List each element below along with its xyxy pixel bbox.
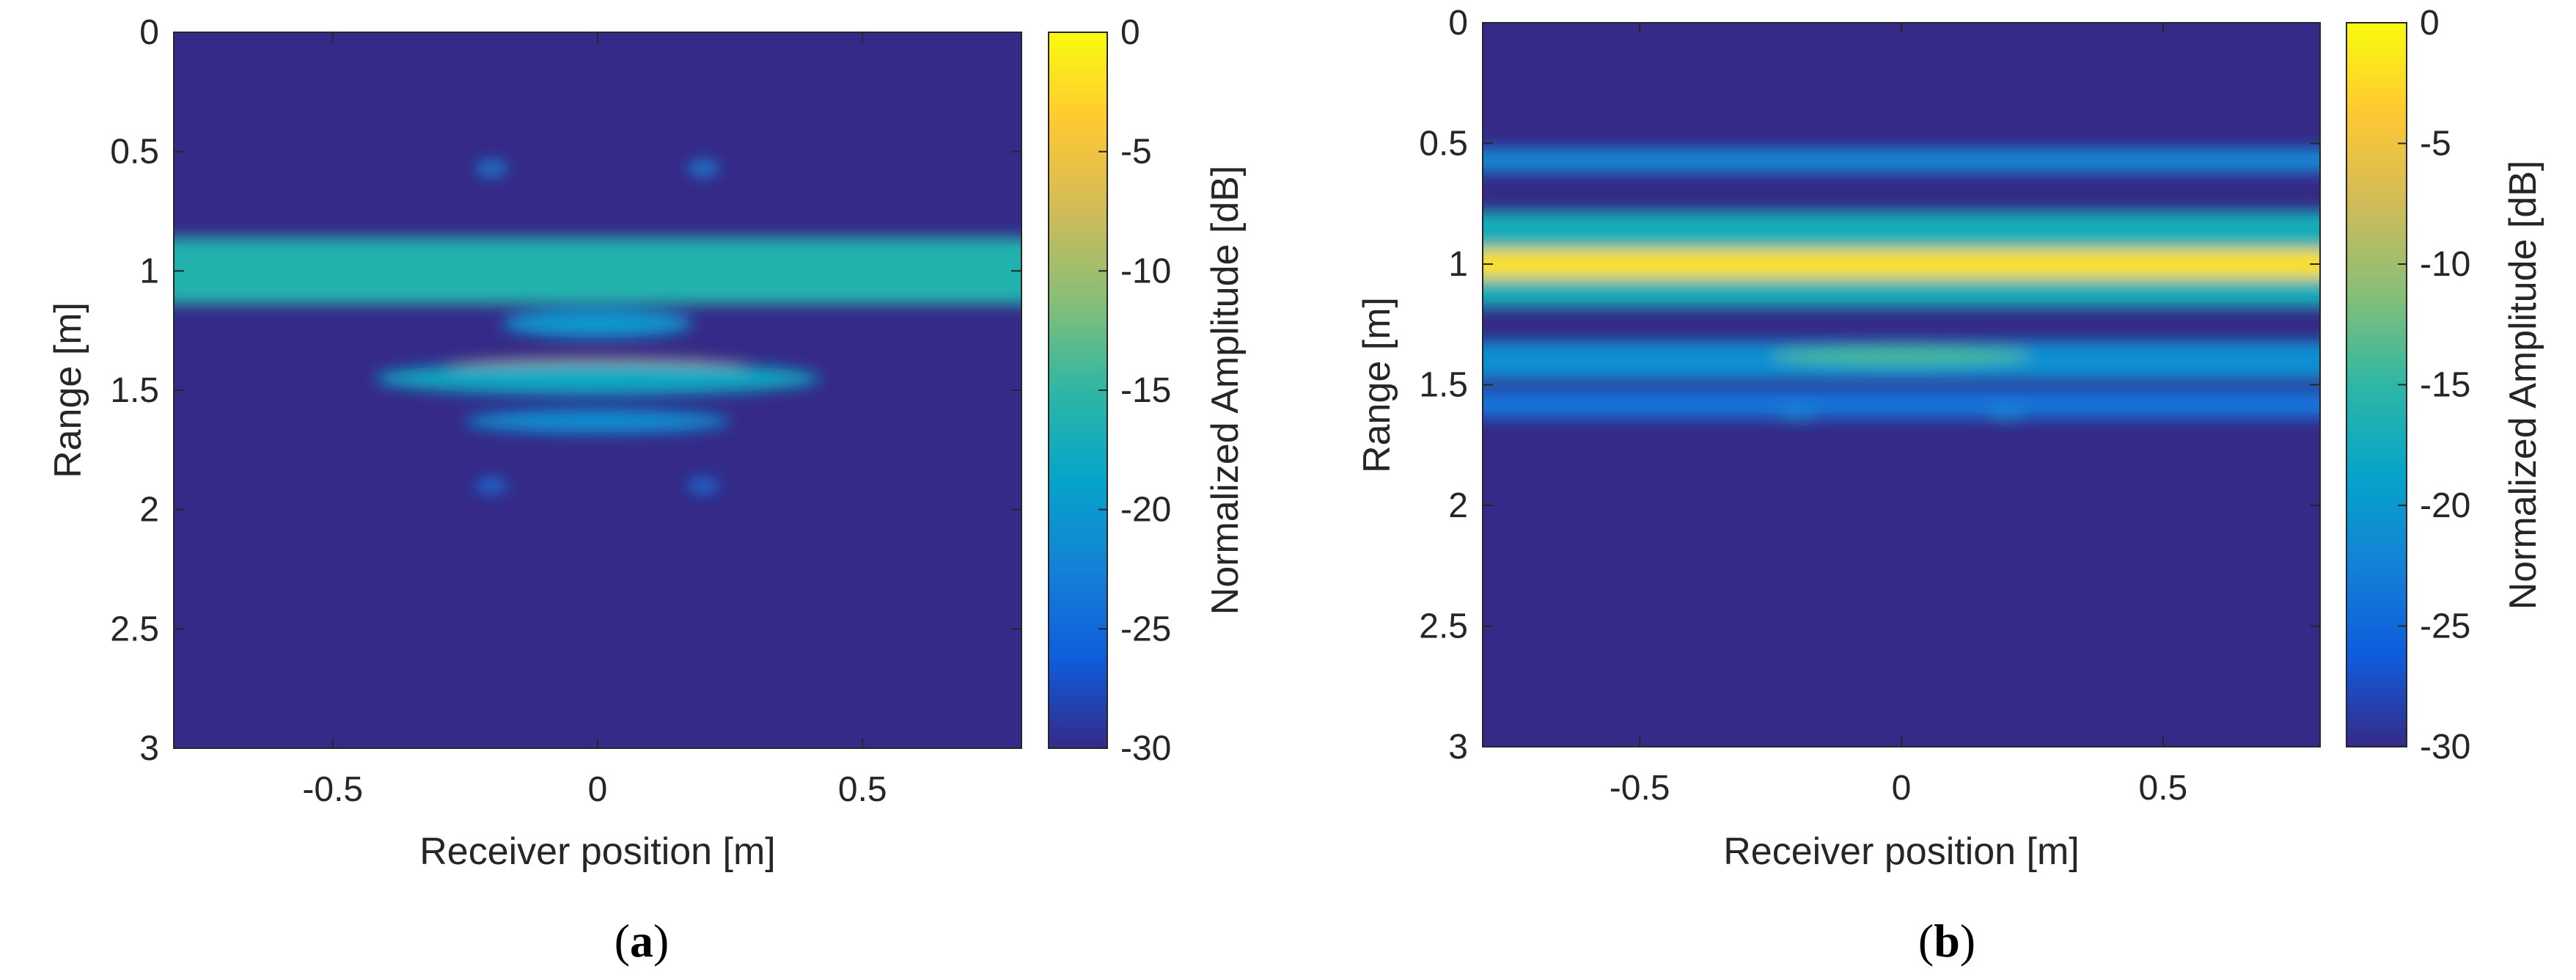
colorbar-tick-label-a-0: 0	[1120, 13, 1140, 52]
y-axis-title-a: Range [m]	[47, 302, 89, 478]
heatmap-blob-b-7	[1985, 406, 2028, 421]
y-tick-label-a-5: 2.5	[110, 610, 159, 648]
x-axis-title-a: Receiver position [m]	[419, 830, 776, 873]
y-tick-label-b-4: 2	[1448, 486, 1468, 525]
colorbar-tick-label-b-1: -5	[2420, 125, 2451, 164]
y-tick-label-a-2: 1	[139, 252, 159, 290]
colorbar-ticks-b: 0 -5 -10 -15 -20 -25 -30	[2398, 4, 2470, 767]
y-tick-label-b-6: 3	[1448, 728, 1468, 767]
colorbar-ticks-a: 0 -5 -10 -15 -20 -25 -30	[1098, 13, 1171, 768]
colorbar-tick-label-b-0: 0	[2420, 4, 2440, 43]
colorbar-tick-label-b-5: -25	[2420, 607, 2470, 646]
x-tick-label-b-1: 0	[1892, 769, 1912, 808]
colorbar-tick-label-a-3: -15	[1120, 371, 1171, 410]
y-ticks-b: 0 0.5 1 1.5 2 2.5 3	[1419, 4, 2320, 767]
heatmap-blob-a-4	[465, 409, 730, 434]
colorbar-tick-label-a-1: -5	[1120, 133, 1152, 172]
colorbar-tick-label-a-5: -25	[1120, 610, 1171, 648]
panel-letter-b: b	[1934, 915, 1960, 967]
colorbar-tick-label-a-2: -10	[1120, 252, 1171, 290]
heatmap-b	[1482, 22, 2321, 747]
x-axis-title-b: Receiver position [m]	[1723, 830, 2080, 873]
colorbar-tick-label-a-4: -20	[1120, 491, 1171, 530]
colorbar-title-a: Normalized Amplitude [dB]	[1204, 166, 1247, 615]
heatmap-blob-a-8	[475, 478, 508, 493]
plot-area-b	[1483, 23, 2320, 747]
panel-b: 0 0.5 1 1.5 2 2.5 3 -0.5 0 0.5 Range [m] Receive…	[1356, 4, 2544, 967]
heatmap-band-a-1	[174, 237, 1021, 304]
x-tick-label-b-2: 0.5	[2139, 769, 2188, 808]
colorbar-tick-label-b-6: -30	[2420, 728, 2470, 767]
y-tick-label-b-3: 1.5	[1419, 366, 1468, 405]
y-tick-label-b-5: 2.5	[1419, 607, 1468, 646]
heatmap-blob-a-9	[687, 478, 720, 493]
y-tick-label-a-1: 0.5	[110, 133, 159, 172]
panel-a: 0 0.5 1 1.5 2 2.5 3 -0.5 0 0.5 Range [m] Receive…	[47, 13, 1247, 967]
y-tick-label-b-0: 0	[1448, 4, 1468, 43]
heatmap-blob-a-6	[475, 161, 508, 176]
heatmap-blob-b-5	[1770, 345, 2033, 366]
heatmap-band-b-2	[1483, 249, 2320, 279]
y-tick-label-a-4: 2	[139, 491, 159, 530]
colorbar-b: 0 -5 -10 -15 -20 -25 -30 Normalized Amplitude …	[2346, 4, 2544, 767]
colorbar-tick-label-b-3: -15	[2420, 366, 2470, 405]
y-tick-label-a-6: 3	[139, 729, 159, 768]
x-tick-label-a-2: 0.5	[838, 770, 887, 809]
y-tick-label-b-1: 0.5	[1419, 125, 1468, 164]
heatmap-band-b-4	[1483, 390, 2320, 419]
colorbar-a: 0 -5 -10 -15 -20 -25 -30 Normalized Amplitude …	[1048, 13, 1247, 768]
y-tick-label-a-3: 1.5	[110, 371, 159, 410]
heatmap-blob-b-6	[1775, 406, 1818, 421]
colorbar-title-b: Normalized Amplitude [dB]	[2502, 161, 2544, 610]
y-ticks-a: 0 0.5 1 1.5 2 2.5 3	[110, 13, 1021, 768]
x-tick-label-a-0: -0.5	[302, 770, 363, 809]
x-tick-label-a-1: 0	[588, 770, 608, 809]
panel-label-b: (b)	[1918, 915, 1975, 967]
heatmap-blob-a-7	[687, 161, 720, 176]
colorbar-gradient-a	[1048, 32, 1108, 749]
x-ticks-a: -0.5 0 0.5	[302, 32, 887, 809]
colorbar-tick-label-b-2: -10	[2420, 245, 2470, 284]
colorbar-tick-label-b-4: -20	[2420, 486, 2470, 525]
colorbar-tick-label-a-6: -30	[1120, 729, 1171, 768]
y-tick-label-b-2: 1	[1448, 245, 1468, 284]
y-tick-label-a-0: 0	[139, 13, 159, 52]
heatmap-blob-a-5	[502, 309, 694, 338]
heatmap-band-b-0	[1483, 148, 2320, 172]
heatmap-a	[173, 32, 1022, 749]
x-tick-label-b-0: -0.5	[1610, 769, 1670, 808]
panel-label-a: (a)	[614, 915, 669, 967]
colorbar-gradient-b	[2346, 22, 2407, 747]
y-axis-title-b: Range [m]	[1356, 297, 1398, 473]
panel-letter-a: a	[630, 915, 653, 967]
heatmap-blob-a-3	[375, 361, 821, 395]
x-ticks-b: -0.5 0 0.5	[1610, 23, 2187, 808]
